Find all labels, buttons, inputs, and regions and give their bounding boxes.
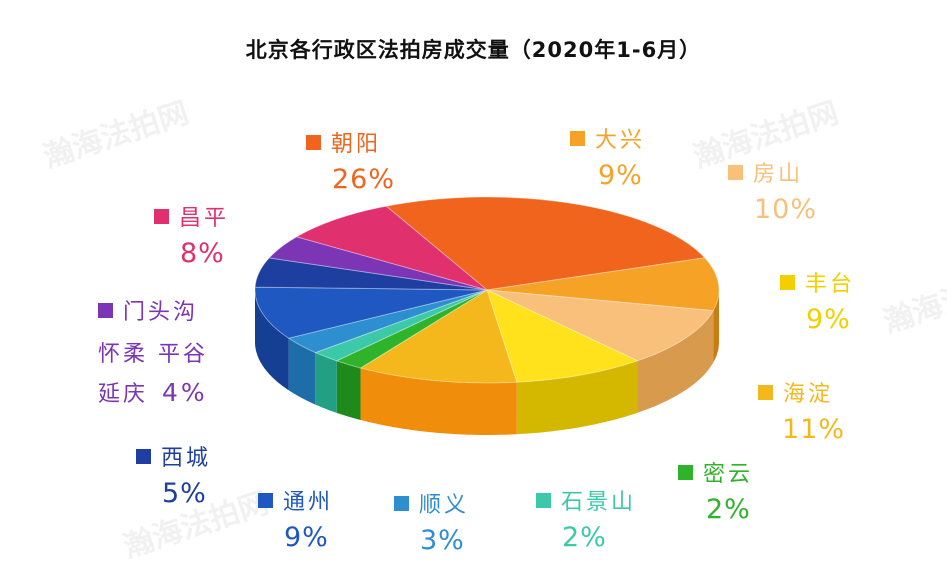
pie-slice-side (516, 360, 638, 435)
label-percent: 2% (706, 494, 751, 525)
label-name: 密云 (703, 462, 754, 487)
pie-slice-side (288, 338, 316, 405)
legend-swatch (258, 492, 273, 508)
label-line-2: 怀柔 平谷 (98, 342, 208, 367)
label-haidian: 海淀 11% (758, 376, 845, 445)
label-name: 西城 (161, 446, 212, 471)
label-name: 门头沟 (123, 300, 199, 325)
legend-swatch (306, 134, 321, 150)
legend-swatch (780, 274, 795, 290)
label-xicheng: 西城 5% (136, 440, 211, 509)
label-name: 海淀 (783, 382, 834, 407)
label-percent: 2% (562, 522, 607, 553)
label-name: 石景山 (561, 490, 637, 515)
pie-slice (268, 236, 488, 291)
legend-swatch (758, 384, 773, 400)
label-changping: 昌平 8% (154, 200, 229, 269)
label-miyun: 密云 2% (678, 456, 753, 525)
pie-slice-side (713, 289, 719, 363)
label-tongzhou: 通州 9% (258, 484, 333, 553)
label-name: 顺义 (419, 493, 470, 518)
label-daxing: 大兴 9% (570, 122, 645, 191)
label-name: 大兴 (595, 128, 646, 153)
legend-swatch (678, 464, 693, 480)
legend-swatch (536, 492, 551, 508)
legend-swatch (394, 495, 409, 511)
label-percent: 9% (806, 304, 851, 335)
label-name: 房山 (753, 162, 804, 187)
label-fangshan: 房山 10% (728, 156, 817, 225)
pie-slice (486, 289, 639, 383)
label-name: 昌平 (179, 206, 230, 231)
label-percent: 11% (782, 414, 846, 445)
pie-slice-side (360, 368, 517, 435)
label-percent: 26% (332, 164, 396, 195)
pie-slice-side (255, 288, 289, 391)
pie-slice-side (315, 352, 337, 413)
legend-swatch (154, 208, 169, 224)
pie-slice (287, 289, 488, 354)
pie-slice (254, 286, 488, 339)
label-chaoyang: 朝阳 26% (306, 126, 395, 195)
label-mentougou-huairou-pinggu-yanqing: 门头沟 怀柔 平谷 延庆 4% (98, 294, 208, 408)
label-shunyi: 顺义 3% (394, 487, 469, 556)
legend-swatch (728, 164, 743, 180)
chart-title: 北京各行政区法拍房成交量（2020年1-6月） (245, 38, 702, 62)
pie-slice (486, 289, 715, 362)
pie-slice-side (336, 360, 361, 420)
label-name: 丰台 (805, 272, 856, 297)
legend-swatch (98, 302, 113, 318)
legend-swatch (570, 130, 585, 146)
label-percent: 9% (284, 522, 329, 553)
pie-slice (335, 289, 488, 369)
label-percent: 4% (162, 378, 208, 407)
pie-slice-side (637, 310, 714, 413)
label-shijingshan: 石景山 2% (536, 484, 636, 553)
label-name: 朝阳 (331, 132, 382, 157)
label-percent: 8% (180, 238, 225, 269)
label-percent: 3% (420, 525, 465, 556)
label-line-3: 延庆 (98, 382, 149, 407)
pie-slice (486, 257, 720, 312)
pie-slice (359, 289, 518, 384)
pie-slice (313, 289, 488, 362)
legend-swatch (136, 448, 151, 464)
pie-slice (295, 205, 488, 291)
label-percent: 10% (754, 194, 818, 225)
label-percent: 9% (598, 160, 643, 191)
label-name: 通州 (283, 490, 334, 515)
pie-slice (385, 196, 706, 291)
label-fengtai: 丰台 9% (780, 266, 855, 335)
label-percent: 5% (162, 478, 207, 509)
pie-slice (254, 257, 488, 291)
